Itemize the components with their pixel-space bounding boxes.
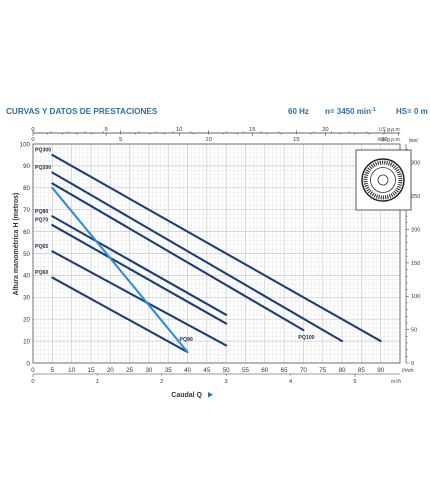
y-tick-label: 90 [23,163,30,170]
y-tick-label: 20 [23,317,30,324]
series-line-pq65 [51,250,228,347]
imp-gpm-tick-label: 15 [293,137,299,143]
plot-frame [32,143,401,364]
x-tick-label: 5 [51,367,55,374]
series-label-pq100: PQ100 [298,335,314,341]
y-axis-title: Altura manométrica H (metros) [13,193,20,296]
series-label-pq65: PQ65 [35,244,48,250]
grid [32,143,401,364]
feet-tick-label: 100 [411,294,420,300]
us-gpm-unit-label: US g.p.m. [379,127,401,133]
feet-unit-label: feet [409,138,418,144]
series-line-pq70 [51,223,228,325]
imp-gpm-tick-label: 20 [381,137,387,143]
feet-tick-label: 0 [411,361,414,367]
y-tick-label: 80 [23,185,30,192]
impeller-icon-blades [363,160,403,200]
x-tick-label: 85 [358,367,365,374]
feet-tick-label: 50 [411,328,417,334]
x-tick-label: 20 [107,367,114,374]
impeller-icon [355,149,412,211]
m3h-tick-label: 2 [160,379,163,385]
imp-gpm-tick-label: 5 [119,137,122,143]
y-tick-label: 50 [23,251,30,258]
series-line-pq60 [51,276,189,354]
x-tick-label: 45 [203,367,210,374]
feet-tick-label: 250 [411,194,420,200]
x-tick-label: 0 [31,367,35,374]
x-axis-title: Caudal Q [171,392,202,399]
series-line-pq80 [51,215,228,316]
x-tick-label: 25 [126,367,133,374]
feet-tick-label: 200 [411,227,420,233]
arrow-right-icon [208,392,213,398]
m3h-tick-label: 3 [225,379,228,385]
x-axis-arrow [208,392,213,398]
imp-gpm-tick-label: 10 [205,137,211,143]
y-tick-label: 60 [23,229,30,236]
speed-label-text: n= 3450 min [325,107,371,116]
y-tick-label: 70 [23,207,30,214]
hs-label: HS= 0 m [396,107,428,116]
y-tick-label: 100 [20,141,31,148]
us-gpm-tick-label: 20 [322,127,328,133]
m3h-tick-label: 0 [31,379,34,385]
series-label-pq80: PQ80 [35,209,48,215]
x-tick-label: 60 [261,367,268,374]
frequency-label: 60 Hz [288,107,309,116]
y-tick-label: 10 [23,338,30,345]
x-tick-label: 15 [88,367,95,374]
series-label-pq300: PQ300 [35,147,51,153]
series-line-pq100 [51,182,305,332]
us-gpm-tick-label: 5 [104,127,107,133]
x-tick-label: 75 [319,367,326,374]
feet-tick-label: 150 [411,261,420,267]
m3h-tick-label: 5 [353,379,356,385]
x-tick-label: 50 [223,367,230,374]
series-label-pq90: PQ90 [180,337,193,343]
x-unit-label: l/min [402,368,414,374]
series-label-pq70: PQ70 [35,218,48,224]
us-gpm-tick-label: 15 [249,127,255,133]
x-tick-label: 10 [68,367,75,374]
x-tick-label: 70 [300,367,307,374]
speed-label: n= 3450 min-1 [325,107,376,116]
x-tick-label: 30 [145,367,152,374]
x-tick-label: 35 [165,367,172,374]
impeller-icon-hub-ring [370,167,396,193]
y-tick-label: 40 [23,273,30,280]
series-layer: PQ300 PQ200 PQ100 PQ80 PQ70 PQ65 PQ60 PQ90 [35,147,382,354]
series-label-pq200: PQ200 [35,165,51,171]
x-tick-label: 55 [242,367,249,374]
series-label-pq60: PQ60 [35,270,48,276]
us-gpm-tick-label: 10 [176,127,182,133]
y-tick-label: 30 [23,295,30,302]
x-tick-label: 80 [339,367,346,374]
imp-gpm-unit-label: Imp g.p.m. [377,137,401,143]
x-tick-label: 40 [184,367,191,374]
impeller-icon-hub [377,174,389,186]
y-tick-label: 0 [27,360,31,367]
x-tick-label: 90 [377,367,384,374]
feet-tick-label: 300 [411,161,420,167]
m3h-tick-label: 1 [96,379,99,385]
series-line-pq200 [51,171,344,343]
chart-title: CURVAS Y DATOS DE PRESTACIONES [6,107,158,116]
imp-gpm-tick-label: 0 [31,137,34,143]
impeller-icon-outer-ring [361,158,405,202]
m3h-unit-label: m³/h [391,379,401,385]
series-line-pq300 [51,153,382,343]
m3h-tick-label: 4 [289,379,293,385]
series-line-pq90 [51,186,189,354]
x-tick-label: 65 [281,367,288,374]
speed-label-exponent: -1 [371,107,376,113]
